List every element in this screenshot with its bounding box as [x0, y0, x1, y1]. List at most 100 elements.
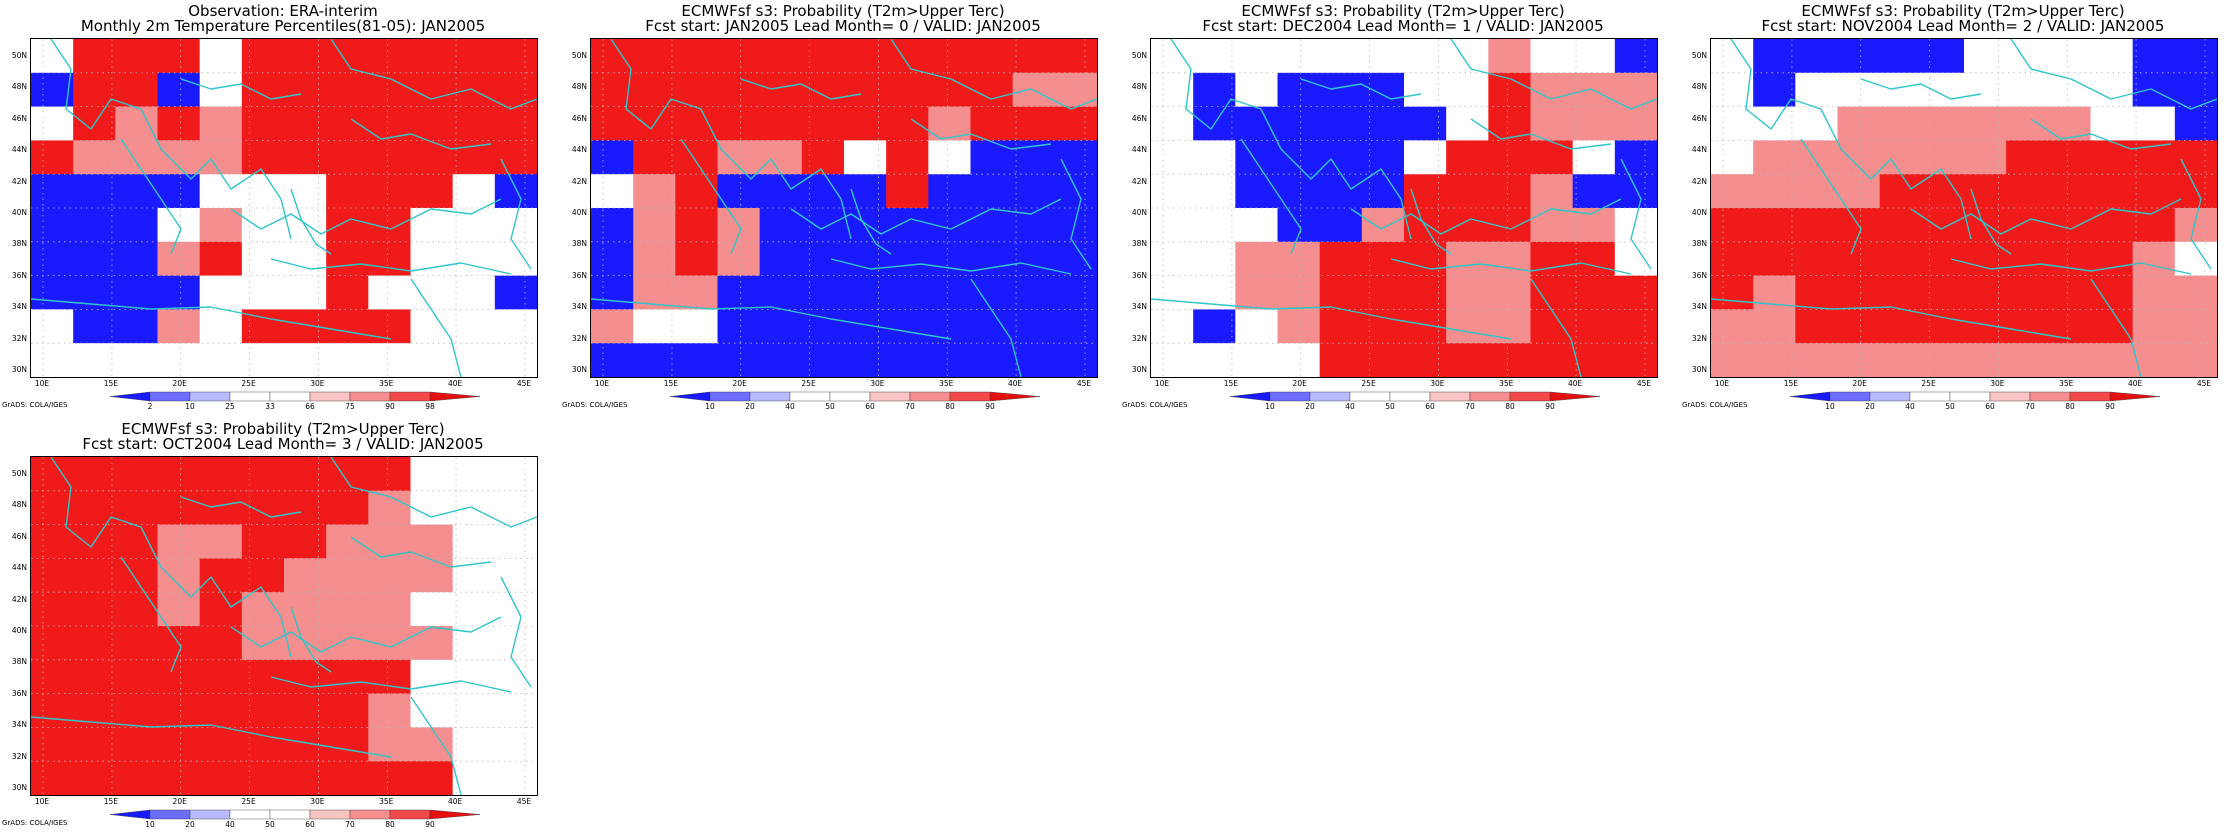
longitude-label: 10E [1714, 379, 1730, 388]
panel-title-line2: Fcst start: DEC2004 Lead Month= 1 / VALI… [1202, 17, 1604, 35]
grid-cell [241, 208, 285, 243]
grid-cell [2090, 309, 2134, 344]
latitude-label: 46N [1131, 113, 1147, 123]
grid-cell [1837, 140, 1881, 175]
grid-cell [970, 39, 1014, 74]
latitude-label: 40N [1691, 208, 1707, 217]
grid-cell [844, 343, 887, 377]
grid-cell [886, 241, 929, 277]
grid-cell [1879, 39, 1923, 74]
grid-cell [886, 309, 929, 344]
grid-cell [1530, 309, 1574, 344]
grid-cell [801, 72, 845, 108]
grid-cell [1572, 106, 1616, 141]
grid-cell [1361, 275, 1405, 310]
grid-cell [675, 72, 718, 108]
colorbar-segment [2109, 391, 2160, 402]
grid-cell [1277, 39, 1321, 74]
grid-cell [675, 140, 718, 175]
grid-cell [675, 275, 718, 310]
grid-cell [1795, 309, 1838, 344]
grid-cell [368, 174, 411, 209]
colorbar-tick-label: 20 [185, 820, 195, 829]
colorbar-segment [1829, 391, 1871, 402]
latitude-label: 48N [1131, 82, 1147, 92]
grid-cell [1879, 343, 1923, 377]
longitude-label: 40E [1567, 379, 1583, 388]
grid-cell [2006, 106, 2049, 141]
grid-cell [115, 592, 158, 627]
grid-cell [115, 457, 158, 492]
grid-cell [115, 558, 158, 593]
grid-cell [1795, 140, 1838, 175]
colorbar-segment [1269, 391, 1311, 402]
colorbar-segment [1309, 391, 1351, 402]
grid-cell [157, 592, 201, 627]
panel-title-line1: Observation: ERA-interim [188, 2, 378, 20]
grid-cell [1488, 309, 1531, 344]
grid-cell [241, 524, 285, 559]
colorbar-segment [149, 809, 191, 820]
grid-cell [494, 693, 537, 728]
grid-cell [410, 72, 454, 108]
grid-cell [31, 343, 74, 377]
grid-cell [157, 174, 201, 209]
grid-cell [1753, 241, 1796, 277]
grid-cell [2048, 309, 2091, 344]
grid-cell [717, 309, 761, 344]
grid-cell [368, 309, 411, 344]
grid-cell [73, 558, 116, 593]
grid-cell [241, 592, 285, 627]
grid-cell [633, 140, 676, 175]
latitude-label: 46N [11, 113, 27, 123]
grid-cell [970, 275, 1014, 310]
grid-cell [1614, 208, 1657, 243]
latitude-label: 44N [571, 145, 587, 155]
grid-cell [1879, 140, 1923, 175]
grid-cell [73, 626, 116, 661]
grid-cell [115, 524, 158, 559]
grid-cell [1012, 208, 1056, 243]
anomaly-grid [31, 457, 537, 795]
grid-cell [452, 174, 496, 209]
grid-cell [284, 490, 327, 526]
grid-cell [759, 208, 803, 243]
colorbar-segment [149, 391, 191, 402]
grid-cell [1361, 174, 1405, 209]
longitude-label: 25E [241, 379, 256, 388]
grid-cell [1235, 208, 1278, 243]
grid-cell [199, 275, 243, 310]
grid-cell [284, 761, 327, 795]
colorbar-tick-label: 90 [985, 402, 995, 411]
grid-cell [1446, 343, 1489, 377]
grid-cell [1711, 140, 1754, 175]
latitude-label: 46N [11, 531, 27, 541]
grid-cell [241, 659, 285, 695]
latitude-label: 34N [1691, 302, 1707, 312]
grid-cell [1921, 72, 1965, 108]
grid-cell [326, 626, 369, 661]
grid-cell [2174, 275, 2217, 310]
latitude-label: 42N [1691, 176, 1707, 186]
grid-cell [31, 174, 74, 209]
colorbar-segment [1389, 391, 1431, 402]
grid-cell [1446, 106, 1489, 141]
grid-cell [284, 457, 327, 492]
grid-cell [1446, 241, 1489, 277]
latitude-label: 32N [1131, 333, 1147, 343]
colorbar-segment [1429, 391, 1471, 402]
grid-cell [241, 174, 285, 209]
colorbar-segment [669, 391, 711, 402]
longitude-label: 40E [447, 797, 463, 806]
colorbar-tick-label: 40 [1345, 402, 1355, 411]
grid-cell [759, 140, 803, 175]
longitude-label: 30E [310, 797, 325, 806]
grid-cell [717, 39, 761, 74]
grid-cell [2132, 39, 2176, 74]
latitude-label: 40N [571, 208, 587, 217]
latitude-label: 46N [571, 113, 587, 123]
grid-cell [241, 241, 285, 277]
grid-cell [844, 275, 887, 310]
grid-cell [1879, 72, 1923, 108]
grid-cell [326, 558, 369, 593]
